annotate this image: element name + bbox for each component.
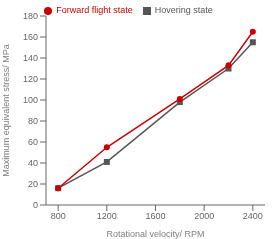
svg-text:1600: 1600 (145, 211, 165, 221)
svg-text:80: 80 (28, 116, 38, 126)
svg-text:140: 140 (23, 53, 38, 63)
html-text:Hovering state: Hovering state (154, 5, 213, 15)
svg-text:0: 0 (33, 200, 38, 210)
svg-text:100: 100 (23, 95, 38, 105)
svg-text:40: 40 (28, 158, 38, 168)
svg-text:Maximum equivalent stress/ MPa: Maximum equivalent stress/ MPa (8, 44, 11, 177)
svg-text:800: 800 (51, 211, 66, 221)
html-text:Forward flight state: Forward flight state (56, 5, 133, 15)
svg-text:160: 160 (23, 32, 38, 42)
svg-text:2000: 2000 (194, 211, 214, 221)
svg-text:20: 20 (28, 179, 38, 189)
svg-text:Rotational velocity/ RPM: Rotational velocity/ RPM (106, 229, 204, 239)
svg-text:2400: 2400 (243, 211, 263, 221)
svg-text:60: 60 (28, 137, 38, 147)
svg-text:1200: 1200 (97, 211, 117, 221)
svg-text:180: 180 (23, 11, 38, 21)
svg-text:120: 120 (23, 74, 38, 84)
